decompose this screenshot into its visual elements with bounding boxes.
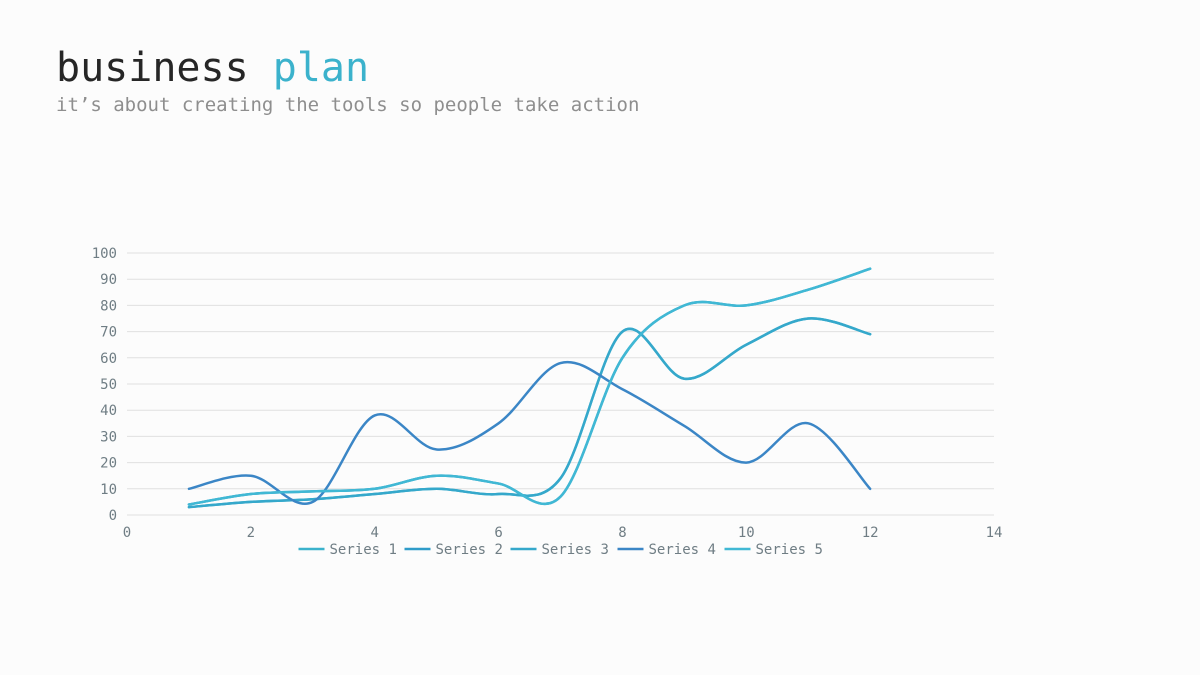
y-tick-label: 40 — [100, 403, 117, 419]
title-main: business — [56, 45, 249, 91]
x-tick-label: 8 — [618, 525, 626, 541]
series-line-5 — [187, 267, 872, 506]
y-tick-label: 60 — [100, 351, 117, 367]
axis-ticks: 0 10 20 30 40 50 60 70 80 90 100 0 2 4 6 8 10 12 14 — [92, 246, 1003, 541]
series-lines — [187, 267, 872, 509]
y-tick-label: 0 — [109, 508, 117, 524]
y-tick-label: 10 — [100, 482, 117, 498]
x-tick-label: 10 — [738, 525, 755, 541]
y-tick-label: 70 — [100, 325, 117, 341]
series-line-4 — [187, 360, 872, 505]
y-tick-label: 90 — [100, 272, 117, 288]
legend-label: Series 4 — [649, 542, 716, 558]
slide-subtitle: it’s about creating the tools so people … — [56, 94, 640, 116]
legend-label: Series 2 — [436, 542, 503, 558]
series-line-3 — [187, 317, 872, 509]
legend: Series 1 Series 2 Series 3 Series 4 Series 5 — [298, 542, 823, 558]
y-tick-label: 80 — [100, 298, 117, 314]
x-tick-label: 4 — [370, 525, 378, 541]
slide-title: business plan — [56, 42, 369, 94]
legend-label: Series 3 — [542, 542, 609, 558]
series-line-1 — [187, 317, 872, 509]
y-tick-label: 20 — [100, 456, 117, 472]
x-tick-label: 6 — [494, 525, 502, 541]
legend-label: Series 5 — [756, 542, 823, 558]
title-accent: plan — [272, 45, 370, 91]
legend-label: Series 1 — [330, 542, 397, 558]
gridlines — [127, 252, 994, 516]
x-tick-label: 0 — [123, 525, 131, 541]
y-tick-label: 100 — [92, 246, 117, 262]
x-tick-label: 12 — [862, 525, 879, 541]
y-tick-label: 50 — [100, 377, 117, 393]
series-line-2 — [187, 267, 872, 506]
x-tick-label: 2 — [247, 525, 255, 541]
x-tick-label: 14 — [986, 525, 1003, 541]
y-tick-label: 30 — [100, 429, 117, 445]
